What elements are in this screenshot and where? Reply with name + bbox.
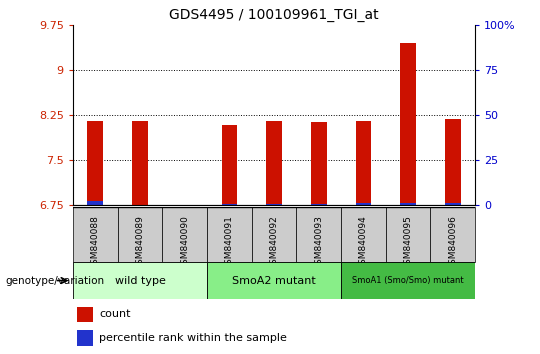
Bar bbox=[311, 204, 327, 205]
Bar bbox=[311, 122, 327, 205]
Bar bbox=[400, 43, 416, 205]
Bar bbox=[87, 201, 103, 205]
Bar bbox=[221, 204, 237, 205]
Bar bbox=[266, 121, 282, 205]
Title: GDS4495 / 100109961_TGI_at: GDS4495 / 100109961_TGI_at bbox=[169, 8, 379, 22]
Text: GSM840095: GSM840095 bbox=[403, 215, 413, 270]
Bar bbox=[445, 119, 461, 205]
Text: count: count bbox=[99, 309, 131, 320]
Text: percentile rank within the sample: percentile rank within the sample bbox=[99, 333, 287, 343]
Bar bbox=[221, 125, 237, 205]
Text: SmoA1 (Smo/Smo) mutant: SmoA1 (Smo/Smo) mutant bbox=[352, 276, 464, 285]
Bar bbox=[341, 207, 386, 262]
Bar bbox=[118, 207, 163, 262]
Bar bbox=[356, 203, 372, 205]
Bar bbox=[400, 203, 416, 205]
Bar bbox=[266, 204, 282, 205]
Bar bbox=[296, 207, 341, 262]
Text: GSM840088: GSM840088 bbox=[91, 215, 100, 270]
Bar bbox=[73, 262, 207, 299]
Text: wild type: wild type bbox=[114, 275, 165, 286]
Text: SmoA2 mutant: SmoA2 mutant bbox=[232, 275, 316, 286]
Text: GSM840089: GSM840089 bbox=[136, 215, 145, 270]
Bar bbox=[445, 203, 461, 205]
Bar bbox=[207, 207, 252, 262]
Text: GSM840093: GSM840093 bbox=[314, 215, 323, 270]
Bar bbox=[341, 262, 475, 299]
Text: genotype/variation: genotype/variation bbox=[5, 275, 105, 286]
Bar bbox=[73, 207, 118, 262]
Text: GSM840094: GSM840094 bbox=[359, 215, 368, 270]
Text: GSM840090: GSM840090 bbox=[180, 215, 189, 270]
Text: GSM840091: GSM840091 bbox=[225, 215, 234, 270]
Text: GSM840096: GSM840096 bbox=[448, 215, 457, 270]
Bar bbox=[252, 207, 296, 262]
Text: GSM840092: GSM840092 bbox=[269, 215, 279, 270]
Bar bbox=[430, 207, 475, 262]
Bar bbox=[207, 262, 341, 299]
Bar bbox=[77, 307, 93, 322]
Bar bbox=[87, 121, 103, 205]
Bar bbox=[386, 207, 430, 262]
Bar bbox=[177, 205, 192, 211]
Bar bbox=[132, 121, 148, 205]
Bar bbox=[77, 330, 93, 346]
Bar bbox=[356, 121, 372, 205]
Bar bbox=[163, 207, 207, 262]
